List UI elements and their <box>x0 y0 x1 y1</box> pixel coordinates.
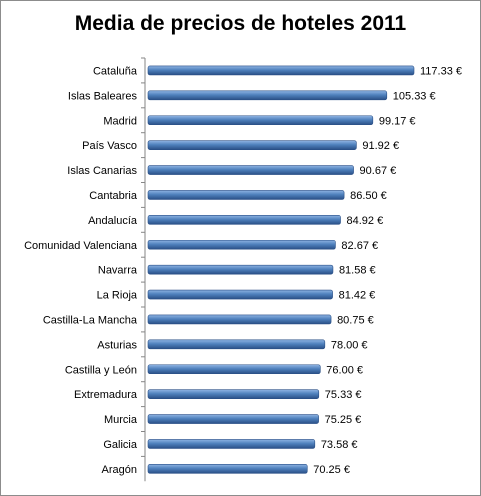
category-label: Cantabria <box>89 190 138 202</box>
bar <box>147 289 333 300</box>
data-label: 81.58 € <box>339 265 376 277</box>
data-label: 76.00 € <box>326 364 363 376</box>
bar <box>147 115 374 126</box>
data-label: 91.92 € <box>362 140 399 152</box>
category-label: Murcia <box>104 414 138 426</box>
bar <box>147 90 388 101</box>
bar <box>147 414 319 424</box>
data-label: 82.67 € <box>341 240 378 252</box>
bars-layer: Cataluña 117.33 € Islas Baleares 105.33 € Ma… <box>24 57 462 482</box>
bar <box>147 165 354 175</box>
data-label: 90.67 € <box>360 165 397 177</box>
category-label: Extremadura <box>74 389 138 401</box>
data-label: 80.75 € <box>337 314 374 326</box>
bar <box>147 464 308 474</box>
category-label: Islas Baleares <box>68 90 138 102</box>
data-label: 86.50 € <box>350 190 387 202</box>
data-label: 117.33 € <box>420 65 462 77</box>
bar <box>147 140 357 150</box>
data-label: 78.00 € <box>331 339 368 351</box>
category-label: Castilla y León <box>65 364 137 376</box>
category-label: Cataluña <box>93 65 138 77</box>
category-label: Navarra <box>98 265 138 277</box>
category-label: Galicia <box>103 439 138 451</box>
bar <box>147 65 415 76</box>
data-label: 75.33 € <box>325 389 362 401</box>
bar <box>147 239 336 250</box>
bar <box>147 314 332 325</box>
bar <box>147 264 334 275</box>
category-label: Madrid <box>103 115 137 127</box>
category-label: Islas Canarias <box>67 165 137 177</box>
category-label: Castilla-La Mancha <box>43 314 138 326</box>
data-label: 84.92 € <box>347 215 384 227</box>
bar <box>147 364 321 375</box>
data-label: 105.33 € <box>393 90 436 102</box>
bar <box>147 389 320 399</box>
bar <box>147 339 326 350</box>
chart-title: Media de precios de hoteles 2011 <box>74 12 407 35</box>
bar <box>147 190 345 200</box>
category-label: Andalucía <box>88 215 138 227</box>
data-label: 70.25 € <box>313 464 350 476</box>
category-label: Asturias <box>97 339 137 351</box>
category-label: La Rioja <box>97 290 138 302</box>
data-label: 81.42 € <box>339 290 376 302</box>
data-label: 99.17 € <box>379 115 416 127</box>
bar <box>147 439 316 449</box>
category-label: Comunidad Valenciana <box>24 240 138 252</box>
bar <box>147 215 341 225</box>
category-label: País Vasco <box>82 140 137 152</box>
data-label: 75.25 € <box>325 414 362 426</box>
category-label: Aragón <box>102 464 137 476</box>
data-label: 73.58 € <box>321 439 358 451</box>
